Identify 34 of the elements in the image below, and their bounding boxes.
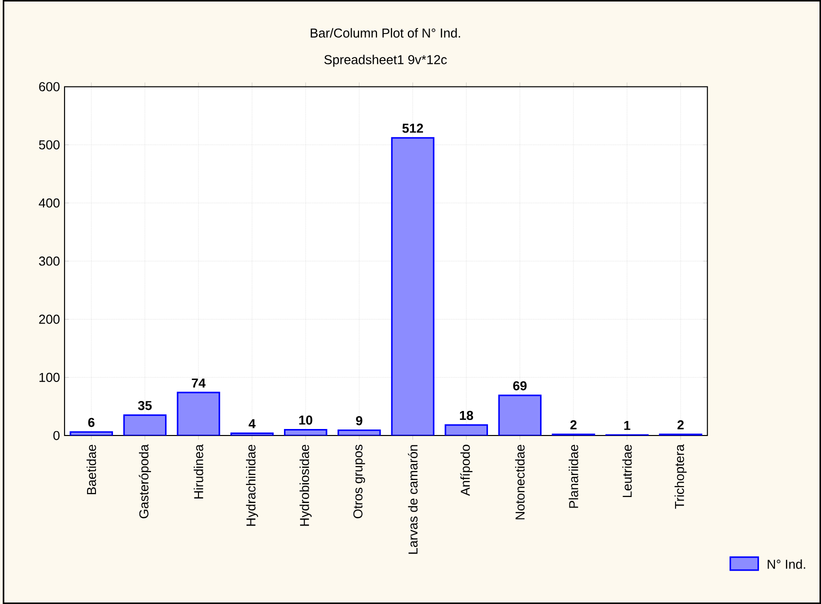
chart-subtitle: Spreadsheet1 9v*12c [324,54,447,67]
data-label: 74 [192,378,206,388]
data-label: 512 [402,124,424,133]
data-label: 9 [356,416,362,426]
x-tick-label: Hydrachinidae [246,444,258,526]
y-tick-label: 200 [39,314,60,324]
data-label: 4 [248,419,256,428]
data-label: 10 [299,416,312,425]
legend-label: N° Ind. [768,559,806,569]
x-tick-label: Larvas de camarón [408,445,418,554]
data-label: 2 [570,420,577,430]
y-tick-label: 600 [39,82,60,92]
y-tick-label: 400 [38,198,60,208]
x-tick-label: Anfípodo [460,444,472,496]
data-label: 18 [460,410,474,420]
x-tick-label: Hirudinea [194,444,204,498]
y-tick-label: 300 [39,256,60,266]
y-tick-label: 500 [39,140,60,150]
x-tick-label: Planariidae [568,444,578,508]
x-tick-label: Trichoptera [674,444,687,509]
y-tick-label: 0 [53,430,60,440]
x-tick-label: Baetidae [86,444,96,494]
x-tick-label: Leutridae [622,444,632,498]
data-label: 2 [677,420,684,430]
y-tick-label: 100 [40,372,60,382]
data-label: 69 [513,381,527,390]
x-tick-label: Hydrobiosidae [300,444,312,526]
chart-title: Bar/Column Plot of N° Ind. [310,28,460,38]
x-tick-label: Notonectidae [515,444,525,520]
data-label: 6 [88,418,94,427]
x-tick-label: Gasterópoda [138,444,151,518]
data-label: 1 [624,421,630,430]
data-label: 35 [138,400,152,410]
x-tick-label: Otros grupos [353,444,366,518]
